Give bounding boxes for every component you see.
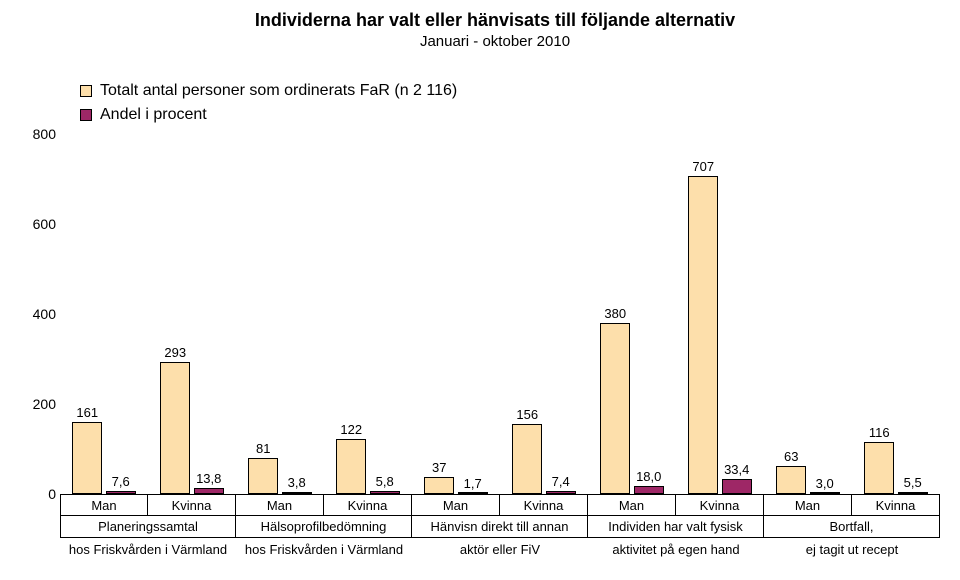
swatch-series2 xyxy=(80,109,92,121)
x-label-category2: hos Friskvården i Värmland xyxy=(60,538,236,560)
legend-label-2: Andel i procent xyxy=(100,106,207,124)
bar-label: 7,4 xyxy=(531,474,591,489)
y-tick: 600 xyxy=(10,216,56,232)
legend-item-2: Andel i procent xyxy=(80,106,940,124)
x-label-gender: Man xyxy=(588,494,676,516)
bar-label: 3,0 xyxy=(795,476,855,491)
bar-label: 5,8 xyxy=(355,474,415,489)
x-label-category1: Planeringssamtal xyxy=(60,516,236,538)
bar-group: 707 33,4 xyxy=(676,134,764,494)
x-row-category2: hos Friskvården i Värmlandhos Friskvårde… xyxy=(60,538,940,560)
x-label-category1: Hänvisn direkt till annan xyxy=(412,516,588,538)
bar-label: 63 xyxy=(761,449,821,464)
bar-label: 156 xyxy=(497,407,557,422)
bar-group: 122 5,8 xyxy=(324,134,412,494)
bar-label: 707 xyxy=(673,159,733,174)
bar-label: 122 xyxy=(321,422,381,437)
x-label-gender: Kvinna xyxy=(148,494,236,516)
x-label-category2: aktör eller FiV xyxy=(412,538,588,560)
bar-group: 813,8 xyxy=(236,134,324,494)
legend-item-1: Totalt antal personer som ordinerats FaR… xyxy=(80,82,940,100)
bar-label: 1,7 xyxy=(443,476,503,491)
y-tick: 0 xyxy=(10,486,56,502)
bar-label: 116 xyxy=(849,425,909,440)
bar-label: 161 xyxy=(57,405,117,420)
y-tick: 400 xyxy=(10,306,56,322)
bar-label: 380 xyxy=(585,306,645,321)
x-label-gender: Kvinna xyxy=(324,494,412,516)
bar-label: 37 xyxy=(409,460,469,475)
bar-label: 7,6 xyxy=(91,474,151,489)
bar-label: 293 xyxy=(145,345,205,360)
plot-area: 02004006008001617,629313,8813,81225,8371… xyxy=(60,134,940,494)
x-label-gender: Man xyxy=(60,494,148,516)
bar-label: 81 xyxy=(233,441,293,456)
chart-container: Individerna har valt eller hänvisats til… xyxy=(0,0,960,580)
legend-label-1: Totalt antal personer som ordinerats FaR… xyxy=(100,82,457,100)
bar-group: 633,0 xyxy=(764,134,852,494)
bar-group: 380 18,0 xyxy=(588,134,676,494)
bar-group: 161 7,6 xyxy=(60,134,148,494)
bar-group: 293 13,8 xyxy=(148,134,236,494)
chart-subtitle: Januari - oktober 2010 xyxy=(50,33,940,50)
bar-series1 xyxy=(688,176,718,494)
x-label-gender: Kvinna xyxy=(500,494,588,516)
legend: Totalt antal personer som ordinerats FaR… xyxy=(80,82,940,124)
x-label-category1: Individen har valt fysisk xyxy=(588,516,764,538)
y-tick: 200 xyxy=(10,396,56,412)
bar-label: 33,4 xyxy=(707,462,767,477)
y-tick: 800 xyxy=(10,126,56,142)
x-label-category2: ej tagit ut recept xyxy=(764,538,940,560)
bar-label: 3,8 xyxy=(267,475,327,490)
bar-group: 371,7 xyxy=(412,134,500,494)
bar-label: 5,5 xyxy=(883,475,943,490)
bar-group: 116 5,5 xyxy=(852,134,940,494)
x-label-gender: Kvinna xyxy=(676,494,764,516)
x-axis-labels: ManKvinnaManKvinnaManKvinnaManKvinnaManK… xyxy=(60,494,940,574)
bar-label: 18,0 xyxy=(619,469,679,484)
x-row-category1: PlaneringssamtalHälsoprofilbedömningHänv… xyxy=(60,516,940,538)
swatch-series1 xyxy=(80,85,92,97)
x-label-gender: Man xyxy=(412,494,500,516)
x-label-category1: Bortfall, xyxy=(764,516,940,538)
x-label-gender: Kvinna xyxy=(852,494,940,516)
x-row-gender: ManKvinnaManKvinnaManKvinnaManKvinnaManK… xyxy=(60,494,940,516)
bar-series2 xyxy=(722,479,752,494)
x-label-category1: Hälsoprofilbedömning xyxy=(236,516,412,538)
bar-series2 xyxy=(634,486,664,494)
x-label-gender: Man xyxy=(236,494,324,516)
x-label-category2: aktivitet på egen hand xyxy=(588,538,764,560)
x-label-gender: Man xyxy=(764,494,852,516)
bar-group: 156 7,4 xyxy=(500,134,588,494)
chart-title: Individerna har valt eller hänvisats til… xyxy=(50,10,940,31)
x-label-category2: hos Friskvården i Värmland xyxy=(236,538,412,560)
bar-label: 13,8 xyxy=(179,471,239,486)
